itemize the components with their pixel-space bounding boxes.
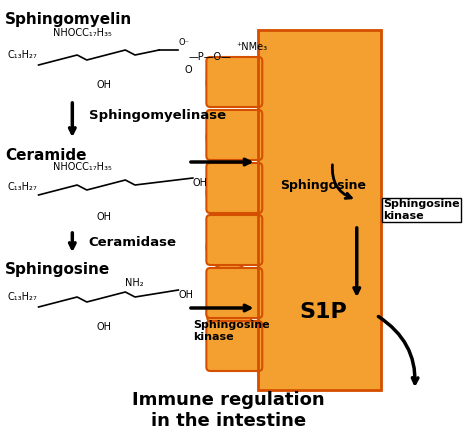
Text: OH: OH [178,290,193,300]
Text: O⁻: O⁻ [178,38,190,47]
Ellipse shape [207,290,252,335]
Text: Sphingosine
kinase: Sphingosine kinase [193,320,270,342]
Bar [258,30,381,390]
FancyBboxPatch shape [206,57,262,107]
FancyBboxPatch shape [206,321,262,371]
FancyBboxPatch shape [206,163,262,213]
Text: Sphingosine: Sphingosine [5,262,110,277]
Text: Ceramide: Ceramide [5,148,86,163]
Text: C₁₃H₂₇: C₁₃H₂₇ [8,292,37,302]
Text: Sphingosine
kinase: Sphingosine kinase [383,199,459,221]
Ellipse shape [207,115,252,160]
Text: NH₂: NH₂ [125,278,144,288]
Bar [258,30,381,390]
Text: NHOCC₁₇H₃₅: NHOCC₁₇H₃₅ [53,28,112,38]
Text: Sphingomyelin: Sphingomyelin [5,12,132,27]
Ellipse shape [207,225,252,270]
Text: Immune regulation
in the intestine: Immune regulation in the intestine [132,391,325,430]
Text: ⁺NMe₃: ⁺NMe₃ [236,42,267,52]
Text: OH: OH [96,322,111,332]
FancyBboxPatch shape [206,215,262,265]
Text: Sphingosine: Sphingosine [280,178,365,191]
Bar [258,30,381,390]
Ellipse shape [207,170,252,215]
FancyBboxPatch shape [206,268,262,318]
Text: O: O [184,65,192,75]
Text: Sphingomyelinase: Sphingomyelinase [89,109,226,122]
Text: C₁₃H₂₇: C₁₃H₂₇ [8,182,37,192]
Text: C₁₃H₂₇: C₁₃H₂₇ [8,50,37,60]
Text: —P—O—: —P—O— [188,52,231,62]
Text: OH: OH [193,178,208,188]
Text: OH: OH [96,212,111,222]
Text: OH: OH [96,80,111,90]
FancyBboxPatch shape [206,110,262,160]
Text: S1P: S1P [299,302,346,322]
Text: NHOCC₁₇H₃₅: NHOCC₁₇H₃₅ [53,162,112,172]
Text: Ceramidase: Ceramidase [89,236,177,249]
Ellipse shape [207,60,252,105]
